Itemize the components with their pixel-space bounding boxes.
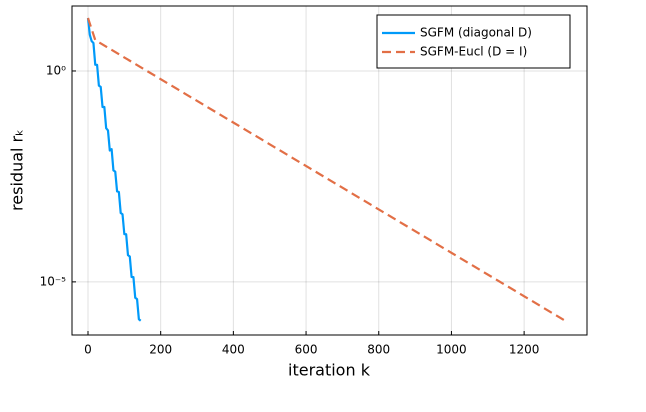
series-line: [86, 17, 569, 324]
x-tick-label: 800: [367, 343, 390, 357]
y-axis-label: residual rₖ: [8, 129, 27, 211]
legend-label: SGFM (diagonal D): [420, 26, 532, 40]
legend-label: SGFM-Eucl (D = I): [420, 45, 527, 59]
x-tick-label: 600: [295, 343, 318, 357]
x-tick-label: 1200: [509, 343, 540, 357]
y-tick-label: 10⁻⁵: [40, 274, 67, 288]
x-tick-label: 200: [149, 343, 172, 357]
series-line: [86, 17, 142, 322]
y-tick-label: 10⁰: [46, 63, 66, 77]
x-tick-label: 400: [222, 343, 245, 357]
x-tick-label: 0: [84, 343, 92, 357]
x-axis-label: iteration k: [288, 361, 371, 380]
plot-frame: [71, 5, 588, 336]
x-tick-label: 1000: [436, 343, 467, 357]
legend-box: [376, 14, 571, 69]
